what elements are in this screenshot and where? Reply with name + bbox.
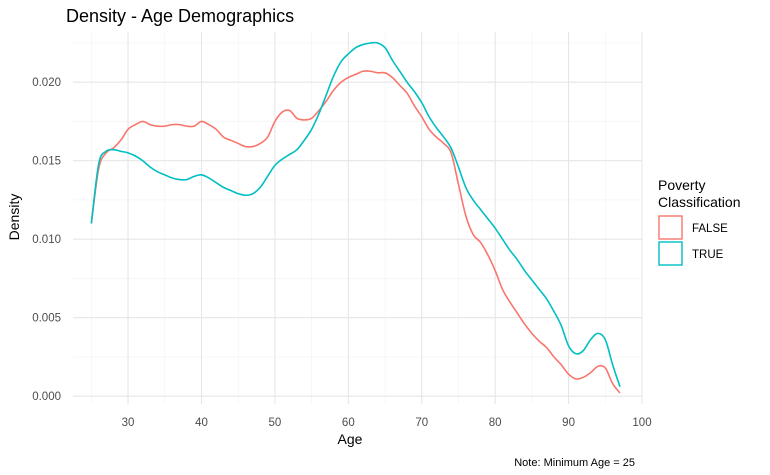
x-axis-title: Age <box>338 431 363 447</box>
y-axis-ticks: 0.000 0.005 0.010 0.015 0.020 <box>32 77 61 403</box>
x-tick-label: 30 <box>122 417 135 429</box>
y-axis-title: Density <box>6 194 22 241</box>
x-tick-label: 80 <box>489 417 502 429</box>
legend-key-false <box>658 215 683 240</box>
x-axis-ticks: 30 40 50 60 70 80 90 100 <box>122 417 652 429</box>
x-tick-label: 100 <box>632 417 651 429</box>
grid <box>73 32 643 404</box>
y-tick-label: 0.000 <box>32 391 61 403</box>
legend-label-false: FALSE <box>692 223 728 235</box>
y-tick-label: 0.010 <box>32 234 61 246</box>
x-tick-label: 40 <box>195 417 208 429</box>
y-tick-label: 0.015 <box>32 156 61 168</box>
legend-title-line-2: Classification <box>658 194 740 210</box>
x-tick-label: 50 <box>269 417 282 429</box>
y-tick-label: 0.005 <box>32 313 61 325</box>
legend-label-true: TRUE <box>692 249 724 261</box>
x-tick-label: 60 <box>342 417 355 429</box>
y-tick-label: 0.020 <box>32 77 61 89</box>
chart-caption: Note: Minimum Age = 25 <box>514 457 635 469</box>
legend-items: FALSE TRUE <box>658 215 728 266</box>
legend: Poverty Classification FALSE TRUE <box>658 177 740 266</box>
series-line-false <box>90 70 621 394</box>
series-lines <box>90 41 621 394</box>
chart-title: Density - Age Demographics <box>66 6 294 26</box>
legend-title-line-1: Poverty <box>658 177 705 193</box>
legend-key-true <box>658 241 683 266</box>
x-tick-label: 90 <box>562 417 575 429</box>
series-line-true <box>90 41 621 387</box>
x-tick-label: 70 <box>415 417 428 429</box>
